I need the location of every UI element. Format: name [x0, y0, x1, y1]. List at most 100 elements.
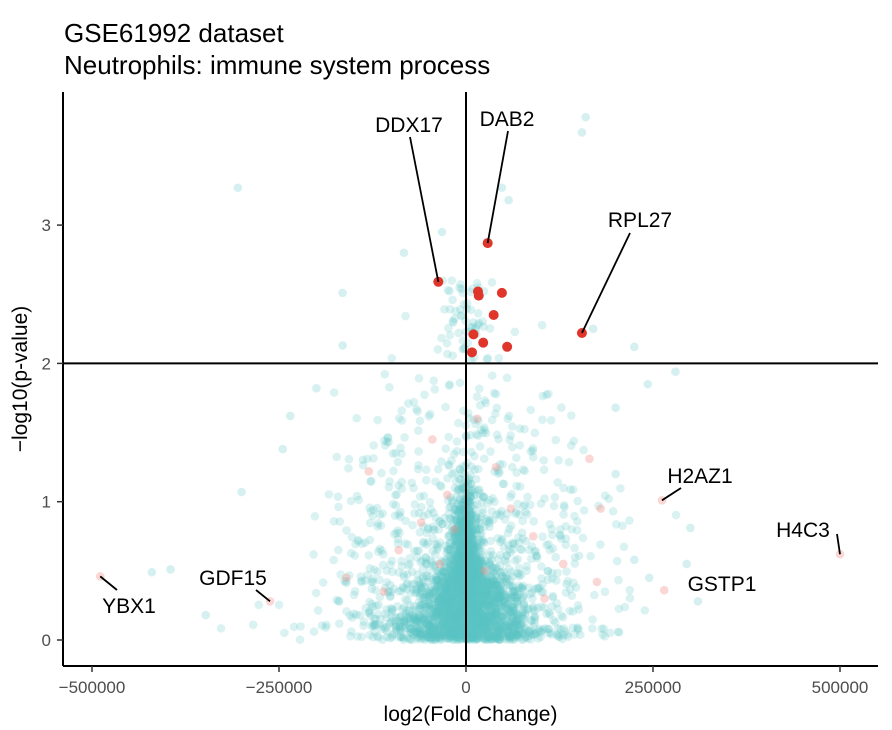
background-point [483, 595, 492, 605]
background-point [493, 589, 502, 599]
background-point [484, 612, 494, 622]
background-point [470, 632, 479, 642]
background-point [411, 616, 420, 625]
background-point [445, 624, 455, 634]
background-point [451, 608, 461, 618]
background-point [453, 596, 463, 606]
background-point [452, 588, 461, 597]
background-point [439, 603, 448, 613]
background-point [480, 597, 490, 606]
background-point [465, 562, 474, 571]
background-point [449, 592, 459, 602]
background-point [449, 559, 459, 569]
background-point [495, 568, 505, 577]
background-point [496, 620, 506, 629]
background-point [445, 286, 454, 296]
background-point [468, 541, 477, 551]
background-point [467, 508, 477, 518]
background-point [447, 597, 456, 606]
background-point [452, 571, 462, 581]
background-point [453, 539, 463, 548]
background-points [147, 112, 703, 645]
background-point [439, 616, 449, 625]
background-point [420, 603, 430, 612]
background-point [460, 539, 470, 548]
background-point [480, 598, 490, 608]
background-point [478, 616, 487, 626]
background-point [445, 626, 455, 636]
background-point [446, 538, 455, 548]
background-point [472, 621, 481, 631]
background-point [417, 629, 426, 639]
background-point [468, 599, 478, 608]
background-point [435, 582, 445, 592]
background-point [455, 552, 464, 561]
background-point [414, 616, 424, 626]
background-point [368, 602, 378, 612]
background-point [425, 633, 435, 643]
background-point [446, 626, 456, 636]
background-point [465, 596, 475, 605]
background-point [438, 567, 448, 576]
background-point [450, 586, 459, 595]
background-point [490, 593, 499, 603]
background-point [456, 625, 465, 634]
background-point [442, 599, 452, 609]
background-point [536, 499, 546, 508]
background-point [473, 600, 483, 610]
background-point [471, 512, 481, 522]
background-point [456, 504, 465, 514]
background-point [478, 611, 487, 621]
background-point [578, 533, 588, 543]
background-point [532, 553, 542, 563]
background-point [510, 539, 519, 549]
background-point [452, 437, 462, 446]
background-point [443, 588, 452, 597]
background-point [570, 511, 579, 521]
background-point [458, 634, 467, 643]
background-point [427, 604, 436, 614]
background-point [526, 616, 536, 626]
background-point [443, 585, 453, 594]
background-point [405, 634, 415, 644]
background-point [470, 635, 479, 645]
background-point [456, 584, 466, 594]
background-point [454, 611, 463, 621]
background-point [378, 560, 388, 570]
background-point [478, 627, 488, 637]
background-point [527, 542, 537, 551]
background-point [474, 605, 483, 615]
background-point [403, 619, 413, 629]
background-point [467, 550, 477, 559]
background-point [473, 599, 482, 609]
background-point [352, 413, 361, 423]
background-point [458, 565, 467, 574]
background-point [449, 617, 458, 627]
background-point [512, 618, 521, 628]
background-point [504, 617, 514, 627]
background-point [495, 626, 504, 635]
background-point [482, 602, 492, 611]
background-point [473, 619, 483, 629]
background-point [385, 477, 394, 486]
background-point [469, 575, 479, 585]
background-point [457, 580, 467, 589]
background-point [391, 619, 400, 629]
background-point [455, 567, 465, 576]
significant-point [502, 341, 513, 352]
background-point [482, 616, 492, 626]
background-point [482, 590, 492, 600]
background-point [467, 595, 477, 605]
background-point [482, 612, 491, 622]
background-point [396, 625, 405, 635]
background-point [465, 559, 474, 569]
background-point [487, 506, 497, 516]
background-point [519, 625, 529, 635]
background-point [447, 593, 456, 602]
background-point [387, 556, 397, 566]
background-point [466, 582, 476, 592]
background-point [422, 528, 432, 538]
background-point [476, 570, 486, 580]
background-point [478, 593, 488, 603]
background-point [512, 614, 522, 624]
